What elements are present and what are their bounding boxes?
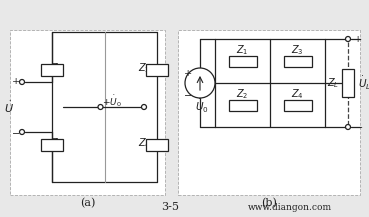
Circle shape xyxy=(20,79,24,84)
Circle shape xyxy=(185,68,215,98)
Text: +: + xyxy=(12,77,20,87)
Text: $Z_4$: $Z_4$ xyxy=(138,136,151,150)
Text: $Z_3$: $Z_3$ xyxy=(291,44,304,58)
Text: +: + xyxy=(354,35,362,43)
Text: $-$: $-$ xyxy=(11,128,21,136)
Text: $Z_2$: $Z_2$ xyxy=(236,88,249,101)
Bar xyxy=(146,138,168,151)
Bar xyxy=(228,56,256,66)
Text: $-$: $-$ xyxy=(183,89,193,99)
Text: (a): (a) xyxy=(80,198,95,208)
Text: www.diangon.com: www.diangon.com xyxy=(248,202,332,212)
Text: (b): (b) xyxy=(261,198,277,208)
Circle shape xyxy=(345,36,351,41)
Bar xyxy=(283,100,311,110)
Bar xyxy=(41,64,63,76)
Text: $Z_2$: $Z_2$ xyxy=(50,136,62,150)
Circle shape xyxy=(141,105,146,110)
Circle shape xyxy=(345,125,351,130)
Bar xyxy=(283,56,311,66)
Text: +: + xyxy=(184,69,192,77)
Text: $\dot{U}$: $\dot{U}$ xyxy=(4,99,14,115)
Text: $\dot{U}_0$: $\dot{U}_0$ xyxy=(195,97,209,115)
Text: $Z_1$: $Z_1$ xyxy=(236,44,249,58)
Text: $Z_L$: $Z_L$ xyxy=(327,76,339,90)
Bar xyxy=(228,100,256,110)
Text: $Z_3$: $Z_3$ xyxy=(138,62,151,75)
Bar xyxy=(41,138,63,151)
Text: $+\dot{U}_0$: $+\dot{U}_0$ xyxy=(103,93,123,109)
Bar xyxy=(342,69,354,97)
Text: 3-5: 3-5 xyxy=(161,202,179,212)
Text: $-$: $-$ xyxy=(354,123,363,132)
Text: $Z_4$: $Z_4$ xyxy=(291,88,304,101)
Circle shape xyxy=(98,105,103,110)
Circle shape xyxy=(20,130,24,135)
Text: $\dot{U}_L$: $\dot{U}_L$ xyxy=(358,74,369,92)
Text: $Z_1$: $Z_1$ xyxy=(50,62,62,75)
Bar xyxy=(178,30,360,195)
Bar xyxy=(10,30,165,195)
Bar xyxy=(146,64,168,76)
